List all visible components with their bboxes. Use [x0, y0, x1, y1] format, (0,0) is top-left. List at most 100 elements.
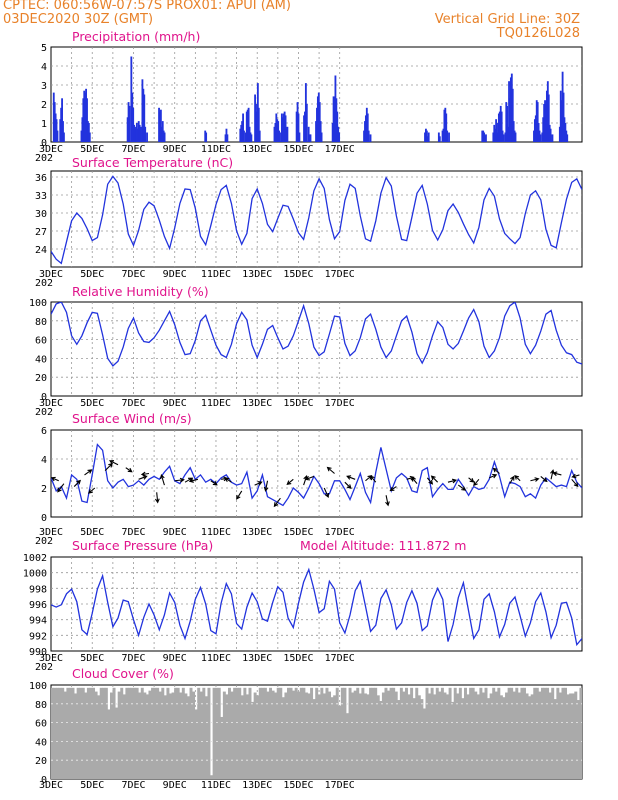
- precip-bar: [560, 100, 563, 142]
- precip-bar: [537, 123, 540, 142]
- precip-bar: [138, 124, 141, 142]
- wind-vector: [488, 473, 498, 479]
- cloud-bar: [140, 687, 144, 779]
- x-tick-label: 11DEC: [201, 398, 231, 409]
- x-tick-label: 5DEC: [80, 780, 104, 791]
- wind-vector: [571, 473, 580, 479]
- wind-vector: [263, 480, 269, 492]
- y-tick-label: 5: [41, 43, 47, 54]
- cloud-bar: [502, 697, 506, 779]
- cloud-bar: [335, 687, 339, 779]
- cloud-bar: [169, 693, 172, 779]
- cloud-bar: [461, 698, 465, 779]
- precip-bar: [240, 124, 243, 142]
- precip-bar: [285, 128, 288, 142]
- cloud-bar: [294, 687, 298, 779]
- precip-bar: [363, 130, 365, 142]
- cloud-bar: [356, 687, 360, 779]
- cloud-bar: [317, 694, 321, 779]
- cloud-bar: [120, 687, 124, 779]
- precip-bar: [485, 134, 487, 142]
- precip-bar: [308, 134, 311, 142]
- precip-bar: [514, 132, 517, 142]
- precip-bar: [534, 115, 537, 142]
- wind-vector: [84, 469, 93, 476]
- cloud-bar: [479, 687, 483, 779]
- precip-bar: [86, 98, 88, 142]
- precip-bar: [364, 115, 367, 142]
- wind-vector: [385, 495, 390, 507]
- precip-bar: [482, 130, 485, 142]
- cloud-bar: [551, 687, 555, 779]
- precip-bar: [143, 94, 146, 142]
- y-tick-label: 0: [41, 138, 47, 149]
- precip-bar: [273, 126, 276, 142]
- precip-bar: [276, 119, 279, 142]
- cloud-bar: [379, 700, 383, 779]
- panel-3: 0 20 40 60 80 100 3DEC 5DEC 7DEC 9DEC 11DEC 13DEC 15…: [29, 284, 583, 418]
- wind-vector: [224, 477, 232, 483]
- precip-bar: [548, 124, 551, 142]
- panel-title: Precipitation (mm/h): [72, 29, 200, 44]
- x-tick-label: 17DEC: [325, 269, 355, 280]
- cloud-bar: [312, 699, 316, 779]
- x-tick-label: 13DEC: [242, 653, 272, 664]
- precip-bar: [224, 134, 227, 142]
- precip-bar: [502, 134, 505, 142]
- precip-bar: [545, 90, 548, 142]
- cloud-bar: [61, 687, 65, 779]
- precip-bar: [258, 130, 261, 142]
- cloud-bar: [340, 687, 344, 779]
- cloud-bar: [446, 694, 450, 779]
- precip-bar: [136, 128, 139, 142]
- cloud-bar: [181, 687, 185, 779]
- x-tick-label: 17DEC: [325, 398, 355, 409]
- cloud-bar: [215, 687, 219, 779]
- cloud-bar: [271, 690, 275, 779]
- cloud-bar: [302, 687, 306, 779]
- cloud-bar: [402, 691, 406, 779]
- cloud-bar: [428, 693, 432, 779]
- cloud-bar: [338, 705, 342, 779]
- y-tick-label: 60: [35, 719, 47, 730]
- precip-bar: [159, 109, 162, 142]
- precip-bar: [511, 88, 514, 142]
- cloud-bar: [453, 687, 457, 779]
- precip-bar: [135, 126, 137, 142]
- precip-bar: [563, 117, 566, 142]
- cloud-bar: [117, 691, 121, 779]
- cloud-bar: [104, 687, 108, 779]
- wind-vector: [303, 475, 308, 486]
- cloud-bar: [68, 687, 72, 779]
- precip-bar: [512, 121, 515, 142]
- cloud-bar: [63, 691, 67, 779]
- precip-bar: [336, 111, 339, 142]
- precip-bar: [160, 126, 163, 142]
- precip-bar: [533, 119, 536, 142]
- cloud-bar: [274, 692, 278, 779]
- header-grid-note: Vertical Grid Line: 30Z: [434, 12, 580, 27]
- cloud-bar: [174, 687, 178, 779]
- precip-bar: [483, 132, 486, 142]
- precip-bar: [497, 113, 500, 142]
- precip-bar: [249, 132, 252, 142]
- cloud-bar: [499, 695, 503, 779]
- panel-title: Surface Pressure (hPa): [72, 538, 213, 553]
- panel-title: Cloud Cover (%): [72, 666, 174, 681]
- cloud-bar: [51, 687, 54, 779]
- cloud-bar: [307, 693, 311, 779]
- y-tick-label: 100: [29, 298, 47, 309]
- cloud-bar: [471, 687, 475, 779]
- x-tick-label: 17DEC: [325, 527, 355, 538]
- precip-bar: [284, 115, 287, 142]
- precip-bar: [365, 107, 368, 142]
- precip-bar: [141, 79, 144, 142]
- cloud-bar: [535, 687, 539, 779]
- wind-vector: [108, 460, 119, 466]
- cloud-bar: [517, 692, 521, 779]
- cloud-bar: [371, 687, 375, 779]
- cloud-bar: [333, 695, 337, 779]
- wind-vector: [154, 492, 160, 504]
- cloud-bar: [284, 692, 288, 779]
- x-tick-label: 11DEC: [201, 780, 231, 791]
